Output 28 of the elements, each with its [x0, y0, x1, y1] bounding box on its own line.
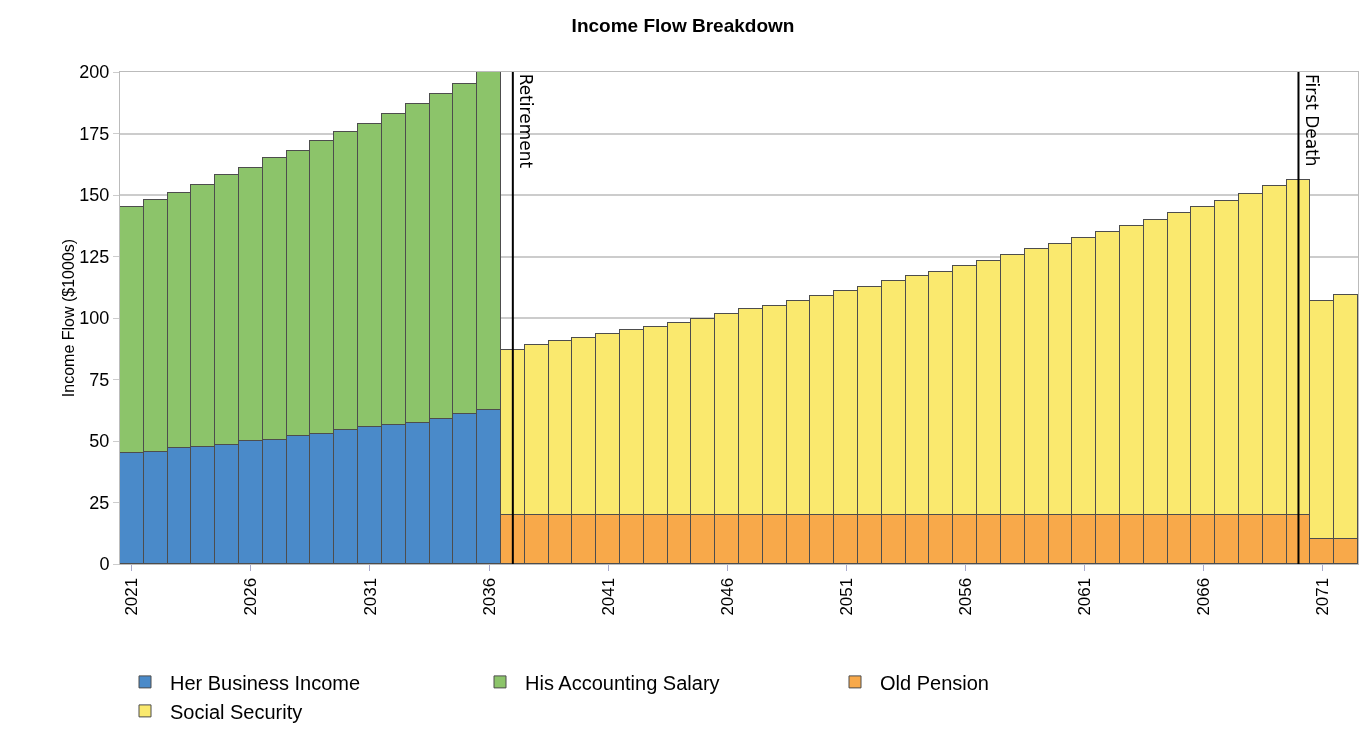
y-tick-label: 50 — [89, 431, 110, 452]
y-tick-label: 75 — [89, 369, 110, 390]
x-tick-label: 2046 — [717, 577, 737, 616]
x-tick-label: 2066 — [1193, 577, 1213, 616]
x-tick-label: 2031 — [360, 577, 380, 616]
legend-label: Old Pension — [880, 671, 989, 694]
x-tick-label: 2061 — [1074, 577, 1094, 616]
y-tick-label: 125 — [79, 246, 110, 267]
y-tick-label: 175 — [79, 123, 110, 144]
x-tick-label: 2041 — [598, 577, 618, 616]
y-tick-label: 0 — [99, 554, 110, 575]
legend-label: Social Security — [170, 700, 303, 723]
y-axis-title: Income Flow ($1000s) — [60, 238, 78, 398]
x-tick-label: 2051 — [836, 577, 856, 616]
legend-label: Her Business Income — [170, 671, 361, 694]
ref-line-label: Retirement — [516, 73, 537, 169]
y-tick-label: 25 — [89, 492, 110, 513]
x-tick-label: 2026 — [241, 577, 261, 616]
legend-label: His Accounting Salary — [525, 671, 720, 694]
ref-line-label: First Death — [1301, 74, 1322, 167]
x-tick-label: 2071 — [1312, 577, 1332, 616]
x-tick-label: 2021 — [122, 577, 142, 616]
y-tick-label: 200 — [79, 62, 110, 83]
x-tick-label: 2036 — [479, 577, 499, 616]
x-tick-label: 2056 — [955, 577, 975, 616]
y-tick-label: 100 — [79, 308, 110, 329]
y-tick-label: 150 — [79, 185, 110, 206]
chart-title: Income Flow Breakdown — [571, 14, 795, 36]
